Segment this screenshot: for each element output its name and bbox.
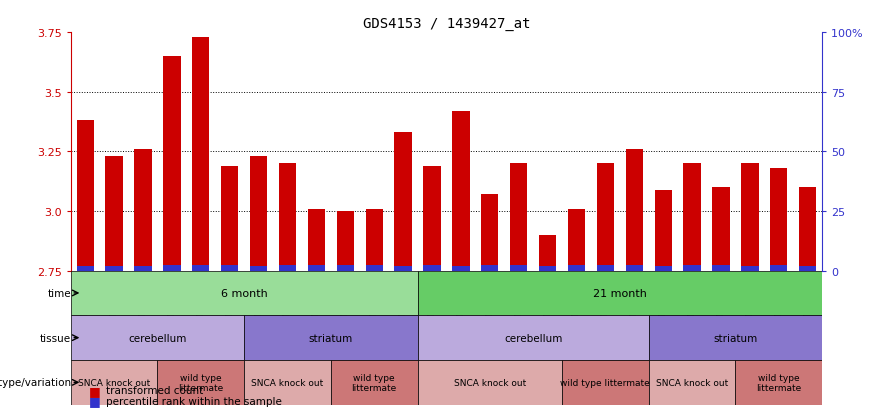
Bar [394,133,412,271]
Bar [192,38,210,271]
Bar [770,266,788,271]
Bar [510,266,528,271]
Bar [626,266,643,271]
Bar [626,150,643,271]
Bar [597,164,614,271]
FancyBboxPatch shape [71,271,417,316]
Text: SNCA knock out: SNCA knock out [251,378,324,387]
Text: genotype/variation: genotype/variation [0,377,72,387]
Bar [799,266,816,271]
Bar [713,266,729,271]
Bar [597,266,614,271]
FancyBboxPatch shape [417,316,649,360]
Bar [683,164,701,271]
Bar [365,265,383,271]
Bar [308,209,325,271]
Bar [539,266,556,271]
Bar [394,266,412,271]
Bar [337,266,354,271]
Text: wild type
littermate: wild type littermate [352,373,397,392]
FancyBboxPatch shape [244,360,331,405]
FancyBboxPatch shape [71,360,157,405]
Text: cerebellum: cerebellum [128,333,187,343]
Text: cerebellum: cerebellum [504,333,562,343]
FancyBboxPatch shape [244,316,417,360]
Bar [539,235,556,271]
Bar [741,266,758,271]
FancyBboxPatch shape [71,316,244,360]
Bar [510,164,528,271]
Bar [134,266,152,271]
FancyBboxPatch shape [735,360,822,405]
Bar [221,166,239,271]
Text: striatum: striatum [713,333,758,343]
Title: GDS4153 / 1439427_at: GDS4153 / 1439427_at [362,17,530,31]
Bar [164,57,180,271]
Bar [105,157,123,271]
Bar [423,166,440,271]
Bar [134,150,152,271]
Bar [799,188,816,271]
Text: percentile rank within the sample: percentile rank within the sample [106,396,282,406]
Text: ■: ■ [88,384,100,397]
Text: SNCA knock out: SNCA knock out [78,378,150,387]
Bar [654,190,672,271]
Bar [713,188,729,271]
Text: SNCA knock out: SNCA knock out [656,378,728,387]
Bar [221,265,239,271]
Bar [481,195,499,271]
FancyBboxPatch shape [649,360,735,405]
Text: wild type
littermate: wild type littermate [179,373,224,392]
Bar [568,266,585,271]
Bar [770,169,788,271]
Bar [105,267,123,271]
Text: striatum: striatum [309,333,353,343]
Bar [250,157,267,271]
FancyBboxPatch shape [417,271,822,316]
Text: ■: ■ [88,394,100,407]
Text: 21 month: 21 month [593,288,647,298]
FancyBboxPatch shape [417,360,562,405]
Bar [741,164,758,271]
FancyBboxPatch shape [331,360,417,405]
FancyBboxPatch shape [562,360,649,405]
Text: time: time [48,288,72,298]
Bar [365,209,383,271]
FancyBboxPatch shape [157,360,244,405]
Bar [308,266,325,271]
Text: transformed count: transformed count [106,385,203,395]
Bar [278,164,296,271]
Text: SNCA knock out: SNCA knock out [453,378,526,387]
Bar [337,211,354,271]
Text: wild type littermate: wild type littermate [560,378,651,387]
Bar [423,265,440,271]
Text: 6 month: 6 month [221,288,268,298]
Bar [77,266,94,271]
Bar [481,266,499,271]
Bar [192,265,210,271]
FancyBboxPatch shape [649,316,822,360]
Bar [453,112,469,271]
Bar [77,121,94,271]
Bar [164,266,180,271]
Bar [568,209,585,271]
Bar [453,267,469,271]
Bar [278,266,296,271]
Bar [654,267,672,271]
Bar [250,266,267,271]
Text: tissue: tissue [40,333,72,343]
Text: wild type
littermate: wild type littermate [756,373,802,392]
Bar [683,266,701,271]
